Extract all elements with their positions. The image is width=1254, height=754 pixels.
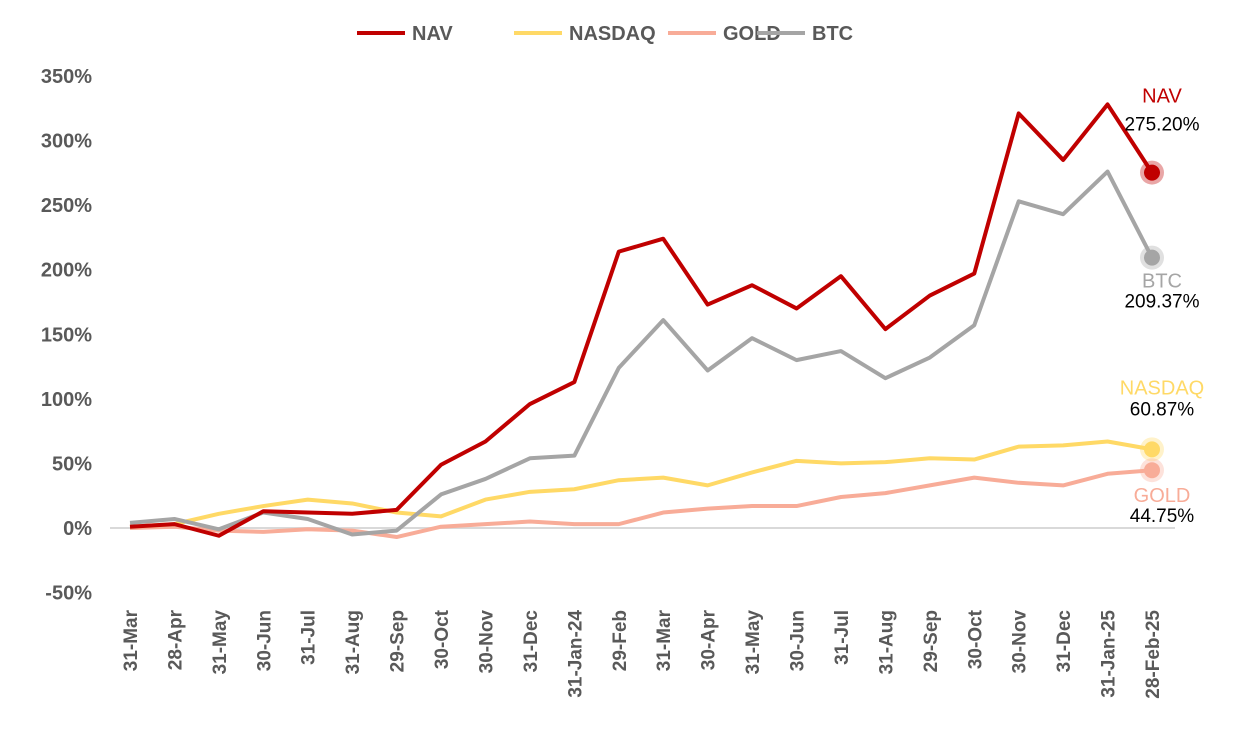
x-tick-label: 30-Oct — [965, 609, 986, 669]
y-tick-label: 200% — [41, 260, 92, 282]
end-marker-nav — [1144, 164, 1160, 181]
y-tick-label: 50% — [52, 453, 92, 475]
end-marker-btc — [1144, 249, 1160, 266]
x-tick-label: 31-Mar — [654, 609, 675, 671]
x-tick-label: 30-Nov — [1010, 610, 1031, 674]
x-tick-label: 30-Jun — [788, 610, 809, 671]
legend-label-gold: GOLD — [723, 23, 781, 45]
y-tick-label: 150% — [41, 324, 92, 346]
x-tick-label: 28-Apr — [165, 609, 186, 670]
x-tick-label: 31-Aug — [343, 610, 364, 674]
end-label-value-gold: 44.75% — [1130, 506, 1195, 527]
y-tick-label: 350% — [41, 66, 92, 88]
y-tick-label: 250% — [41, 195, 92, 217]
y-tick-label: 300% — [41, 131, 92, 153]
x-tick-label: 30-Nov — [476, 610, 497, 674]
end-marker-nasdaq — [1144, 441, 1160, 458]
x-tick-label: 30-Jun — [254, 610, 275, 671]
legend-label-nasdaq: NASDAQ — [569, 23, 656, 45]
end-label-name-gold: GOLD — [1134, 485, 1191, 507]
end-label-value-nav: 275.20% — [1124, 115, 1199, 136]
x-tick-label: 31-Jan-25 — [1099, 610, 1120, 698]
x-tick-label: 30-Oct — [432, 609, 453, 669]
x-tick-label: 31-Mar — [121, 609, 142, 671]
x-tick-label: 29-Sep — [388, 610, 409, 672]
end-label-value-btc: 209.37% — [1124, 292, 1199, 313]
x-tick-label: 31-May — [743, 610, 764, 675]
series-line-btc — [129, 169, 1154, 537]
x-tick-label: 28-Feb-25 — [1143, 610, 1164, 699]
x-tick-label: 31-Jul — [299, 610, 320, 665]
end-label-value-nasdaq: 60.87% — [1130, 399, 1195, 420]
x-tick-label: 31-Dec — [521, 610, 542, 673]
series-line-nav — [129, 102, 1154, 538]
x-tick-label: 31-Aug — [876, 610, 897, 674]
end-label-name-btc: BTC — [1142, 271, 1182, 293]
x-tick-label: 30-Apr — [699, 609, 720, 670]
legend-label-btc: BTC — [812, 23, 853, 45]
x-tick-label: 29-Feb — [610, 610, 631, 671]
x-tick-label: 31-May — [210, 610, 231, 675]
end-marker-gold — [1144, 462, 1160, 479]
x-tick-label: 31-Jul — [832, 610, 853, 665]
x-tick-label: 31-Jan-24 — [565, 610, 586, 698]
legend-label-nav: NAV — [412, 23, 453, 45]
y-tick-label: 0% — [63, 518, 92, 540]
y-tick-label: -50% — [45, 583, 92, 605]
series-line-nasdaq — [129, 439, 1153, 529]
end-label-name-nav: NAV — [1142, 86, 1182, 108]
x-tick-label: 31-Dec — [1054, 610, 1075, 673]
x-tick-label: 29-Sep — [921, 610, 942, 672]
series-line-gold — [129, 468, 1153, 540]
y-tick-label: 100% — [41, 389, 92, 411]
end-label-name-nasdaq: NASDAQ — [1120, 377, 1204, 399]
